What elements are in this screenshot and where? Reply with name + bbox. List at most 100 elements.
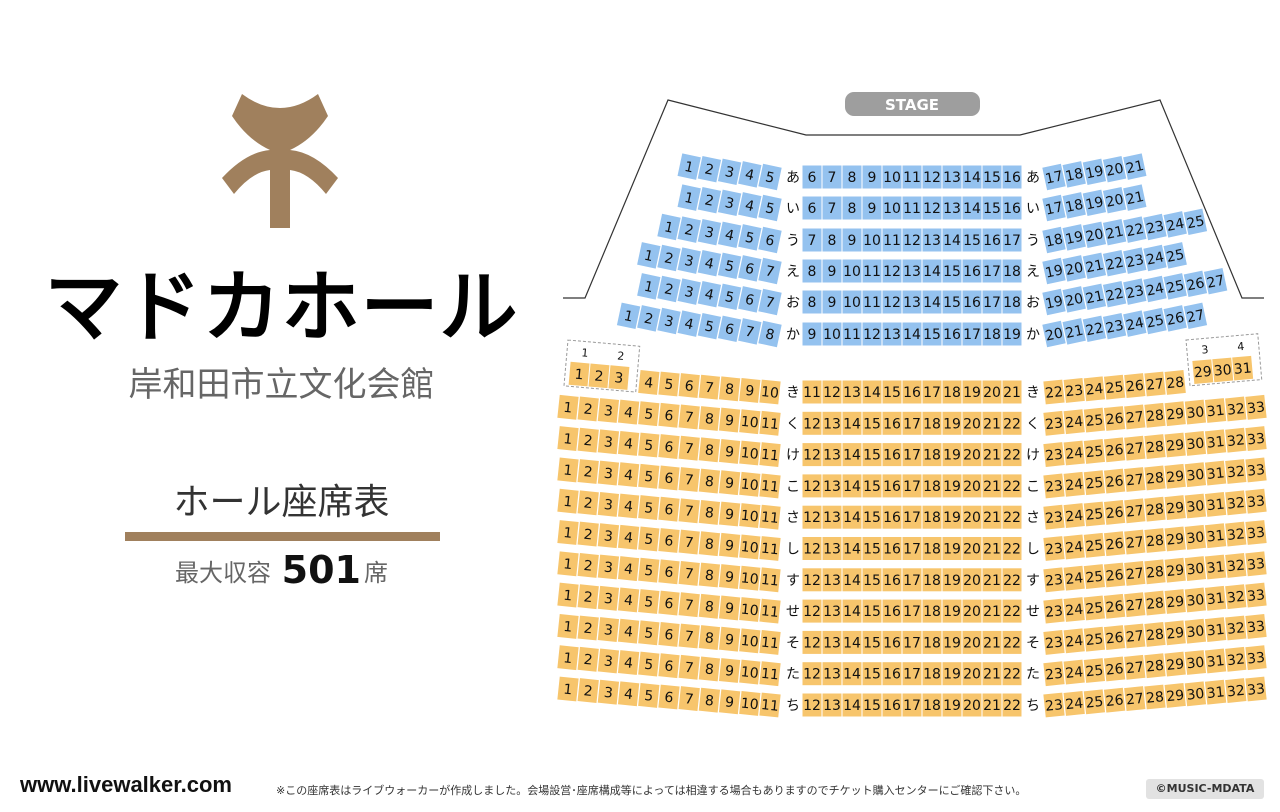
seat-か-15[interactable]: 15 bbox=[922, 322, 942, 346]
seat-か-12[interactable]: 12 bbox=[862, 322, 882, 346]
seat-お-22[interactable]: 22 bbox=[1102, 280, 1127, 308]
seat-し-25[interactable]: 25 bbox=[1083, 532, 1106, 558]
seat-さ-32[interactable]: 32 bbox=[1225, 490, 1247, 516]
seat-せ-27[interactable]: 27 bbox=[1124, 592, 1146, 618]
seat-た-31[interactable]: 31 bbox=[1204, 648, 1227, 674]
seat-そ-10[interactable]: 10 bbox=[739, 628, 761, 654]
seat-そ-31[interactable]: 31 bbox=[1204, 617, 1227, 643]
seat-あ-2[interactable]: 2 bbox=[697, 155, 722, 183]
seat-く-11[interactable]: 11 bbox=[759, 410, 781, 436]
seat-し-13[interactable]: 13 bbox=[822, 537, 842, 560]
seat-さ-30[interactable]: 30 bbox=[1184, 493, 1207, 519]
seat-お-2[interactable]: 2 bbox=[657, 275, 681, 303]
seat-そ-17[interactable]: 17 bbox=[902, 630, 922, 654]
seat-せ-10[interactable]: 10 bbox=[739, 597, 761, 622]
seat-あ-7[interactable]: 7 bbox=[822, 165, 842, 189]
seat-さ-16[interactable]: 16 bbox=[882, 505, 902, 529]
seat-う-20[interactable]: 20 bbox=[1082, 221, 1107, 249]
seat-く-13[interactable]: 13 bbox=[822, 411, 842, 435]
seat-い-13[interactable]: 13 bbox=[942, 196, 962, 220]
seat-え-5[interactable]: 5 bbox=[717, 252, 742, 280]
seat-あ-4[interactable]: 4 bbox=[738, 161, 762, 188]
seat-お-12[interactable]: 12 bbox=[882, 290, 902, 314]
seat-こ-24[interactable]: 24 bbox=[1063, 471, 1085, 497]
seat-せ-9[interactable]: 9 bbox=[718, 595, 741, 621]
seat-え-3[interactable]: 3 bbox=[677, 247, 701, 274]
seat-あ-5[interactable]: 5 bbox=[758, 163, 782, 191]
seat-き-11[interactable]: 11 bbox=[802, 380, 822, 404]
seat-こ-10[interactable]: 10 bbox=[739, 471, 761, 497]
seat-し-11[interactable]: 11 bbox=[759, 536, 781, 561]
seat-き-21[interactable]: 21 bbox=[1002, 380, 1022, 404]
seat-く-27[interactable]: 27 bbox=[1124, 404, 1146, 430]
seat-お-15[interactable]: 15 bbox=[942, 290, 962, 314]
seat-き-15[interactable]: 15 bbox=[882, 380, 902, 404]
seat-し-10[interactable]: 10 bbox=[739, 534, 761, 560]
box-seat-31[interactable]: 31 bbox=[1232, 355, 1254, 381]
seat-お-23[interactable]: 23 bbox=[1123, 278, 1147, 305]
seat-そ-23[interactable]: 23 bbox=[1043, 629, 1065, 655]
seat-い-7[interactable]: 7 bbox=[822, 196, 842, 220]
seat-ち-3[interactable]: 3 bbox=[597, 679, 620, 705]
seat-す-26[interactable]: 26 bbox=[1103, 562, 1126, 588]
seat-け-11[interactable]: 11 bbox=[759, 442, 781, 468]
box-seat-1[interactable]: 1 bbox=[568, 361, 590, 387]
seat-お-18[interactable]: 18 bbox=[1002, 290, 1022, 314]
seat-こ-31[interactable]: 31 bbox=[1204, 460, 1227, 486]
seat-さ-33[interactable]: 33 bbox=[1245, 488, 1267, 514]
seat-す-23[interactable]: 23 bbox=[1043, 567, 1065, 593]
seat-こ-19[interactable]: 19 bbox=[942, 474, 962, 498]
seat-あ-1[interactable]: 1 bbox=[677, 153, 701, 180]
seat-す-22[interactable]: 22 bbox=[1002, 568, 1022, 592]
seat-う-1[interactable]: 1 bbox=[657, 213, 681, 241]
seat-け-32[interactable]: 32 bbox=[1225, 427, 1247, 453]
seat-い-21[interactable]: 21 bbox=[1123, 184, 1147, 211]
seat-さ-9[interactable]: 9 bbox=[718, 501, 741, 527]
seat-す-14[interactable]: 14 bbox=[842, 568, 862, 592]
seat-こ-33[interactable]: 33 bbox=[1245, 457, 1267, 483]
seat-こ-11[interactable]: 11 bbox=[759, 473, 781, 499]
seat-さ-27[interactable]: 27 bbox=[1124, 498, 1146, 524]
seat-こ-6[interactable]: 6 bbox=[658, 465, 680, 491]
seat-し-19[interactable]: 19 bbox=[942, 537, 962, 560]
seat-た-5[interactable]: 5 bbox=[638, 651, 660, 677]
seat-そ-16[interactable]: 16 bbox=[882, 630, 902, 654]
seat-た-8[interactable]: 8 bbox=[698, 656, 721, 682]
seat-そ-6[interactable]: 6 bbox=[658, 621, 680, 647]
seat-う-18[interactable]: 18 bbox=[1042, 226, 1066, 254]
seat-せ-17[interactable]: 17 bbox=[902, 599, 922, 623]
seat-え-14[interactable]: 14 bbox=[922, 259, 942, 283]
seat-く-30[interactable]: 30 bbox=[1184, 399, 1207, 425]
seat-た-10[interactable]: 10 bbox=[739, 659, 761, 685]
seat-た-24[interactable]: 24 bbox=[1063, 659, 1085, 685]
seat-え-9[interactable]: 9 bbox=[822, 259, 842, 283]
seat-す-31[interactable]: 31 bbox=[1204, 554, 1227, 580]
seat-か-3[interactable]: 3 bbox=[657, 307, 681, 335]
seat-そ-32[interactable]: 32 bbox=[1225, 615, 1247, 641]
seat-た-9[interactable]: 9 bbox=[718, 658, 741, 683]
footer-url[interactable]: www.livewalker.com bbox=[20, 772, 232, 797]
seat-こ-8[interactable]: 8 bbox=[698, 468, 721, 494]
seat-さ-12[interactable]: 12 bbox=[802, 505, 822, 529]
seat-う-8[interactable]: 8 bbox=[822, 228, 842, 252]
seat-え-20[interactable]: 20 bbox=[1062, 255, 1086, 282]
seat-う-4[interactable]: 4 bbox=[717, 221, 742, 249]
seat-さ-15[interactable]: 15 bbox=[862, 505, 882, 529]
seat-く-25[interactable]: 25 bbox=[1083, 407, 1106, 433]
seat-ち-17[interactable]: 17 bbox=[902, 693, 922, 717]
seat-し-2[interactable]: 2 bbox=[577, 521, 599, 547]
seat-さ-3[interactable]: 3 bbox=[597, 491, 620, 517]
seat-う-11[interactable]: 11 bbox=[882, 228, 902, 252]
seat-せ-5[interactable]: 5 bbox=[638, 589, 660, 614]
seat-た-2[interactable]: 2 bbox=[577, 646, 599, 672]
seat-ち-1[interactable]: 1 bbox=[557, 676, 579, 702]
seat-た-22[interactable]: 22 bbox=[1002, 662, 1022, 686]
seat-き-13[interactable]: 13 bbox=[842, 380, 862, 404]
seat-し-16[interactable]: 16 bbox=[882, 537, 902, 560]
seat-う-7[interactable]: 7 bbox=[802, 228, 822, 252]
seat-い-19[interactable]: 19 bbox=[1082, 189, 1107, 217]
seat-お-21[interactable]: 21 bbox=[1082, 283, 1107, 311]
seat-う-19[interactable]: 19 bbox=[1062, 224, 1086, 251]
seat-い-20[interactable]: 20 bbox=[1102, 186, 1127, 214]
seat-さ-2[interactable]: 2 bbox=[577, 490, 599, 516]
